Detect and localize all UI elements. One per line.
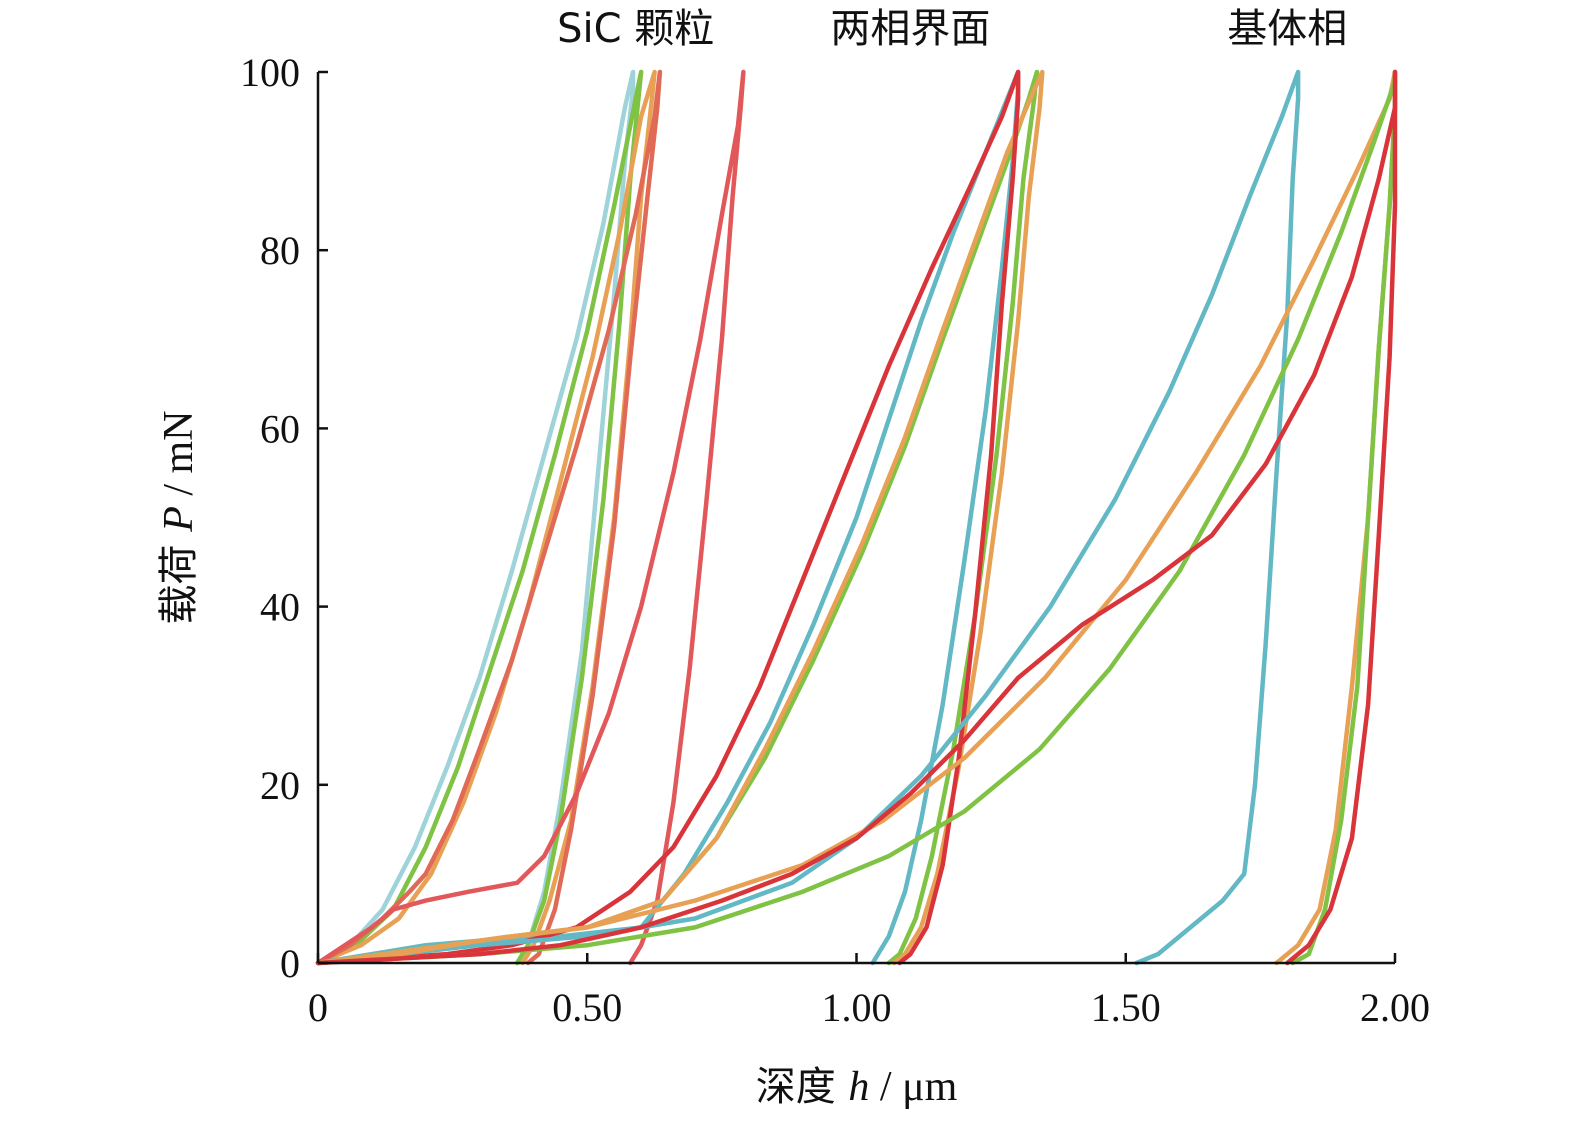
curve-series-2 bbox=[315, 69, 644, 966]
x-tick-label: 1.50 bbox=[1091, 985, 1161, 1030]
curve-series-13 bbox=[315, 69, 1398, 966]
y-axis-title: 载荷 P / mN bbox=[156, 410, 202, 624]
y-tick-label: 0 bbox=[280, 941, 300, 986]
y-tick-label: 60 bbox=[260, 406, 300, 451]
curve-series-10 bbox=[315, 69, 1301, 966]
curve-series-6 bbox=[315, 69, 1021, 966]
curve-series-4 bbox=[315, 69, 663, 966]
group-label-2: 两相界面 bbox=[830, 6, 990, 52]
y-tick-label: 100 bbox=[240, 50, 300, 95]
y-tick-label: 40 bbox=[260, 585, 300, 630]
x-tick-label: 2.00 bbox=[1360, 985, 1430, 1030]
x-tick-label: 0.50 bbox=[552, 985, 622, 1030]
curve-series-1 bbox=[315, 69, 636, 966]
y-tick-label: 80 bbox=[260, 228, 300, 273]
curve-series-7 bbox=[315, 69, 1040, 966]
curve-layer bbox=[315, 69, 1398, 966]
group-label-3: 基体相 bbox=[1227, 6, 1347, 52]
x-axis-title: 深度 h / μm bbox=[756, 1064, 958, 1110]
curve-series-3 bbox=[315, 69, 657, 966]
curve-series-11 bbox=[315, 69, 1398, 966]
labels-layer: 0 0.50 1.00 1.50 2.00 0 20 40 60 80 100 深度 h / μm 载荷… bbox=[156, 6, 1430, 1110]
x-tick-label: 1.00 bbox=[822, 985, 892, 1030]
group-label-1: SiC 颗粒 bbox=[557, 6, 714, 52]
axes bbox=[316, 70, 1397, 965]
curve-series-5 bbox=[315, 69, 746, 966]
y-tick-label: 20 bbox=[260, 763, 300, 808]
curve-series-9 bbox=[315, 69, 1021, 966]
x-tick-label: 0 bbox=[308, 985, 328, 1030]
curve-series-12 bbox=[315, 69, 1398, 966]
